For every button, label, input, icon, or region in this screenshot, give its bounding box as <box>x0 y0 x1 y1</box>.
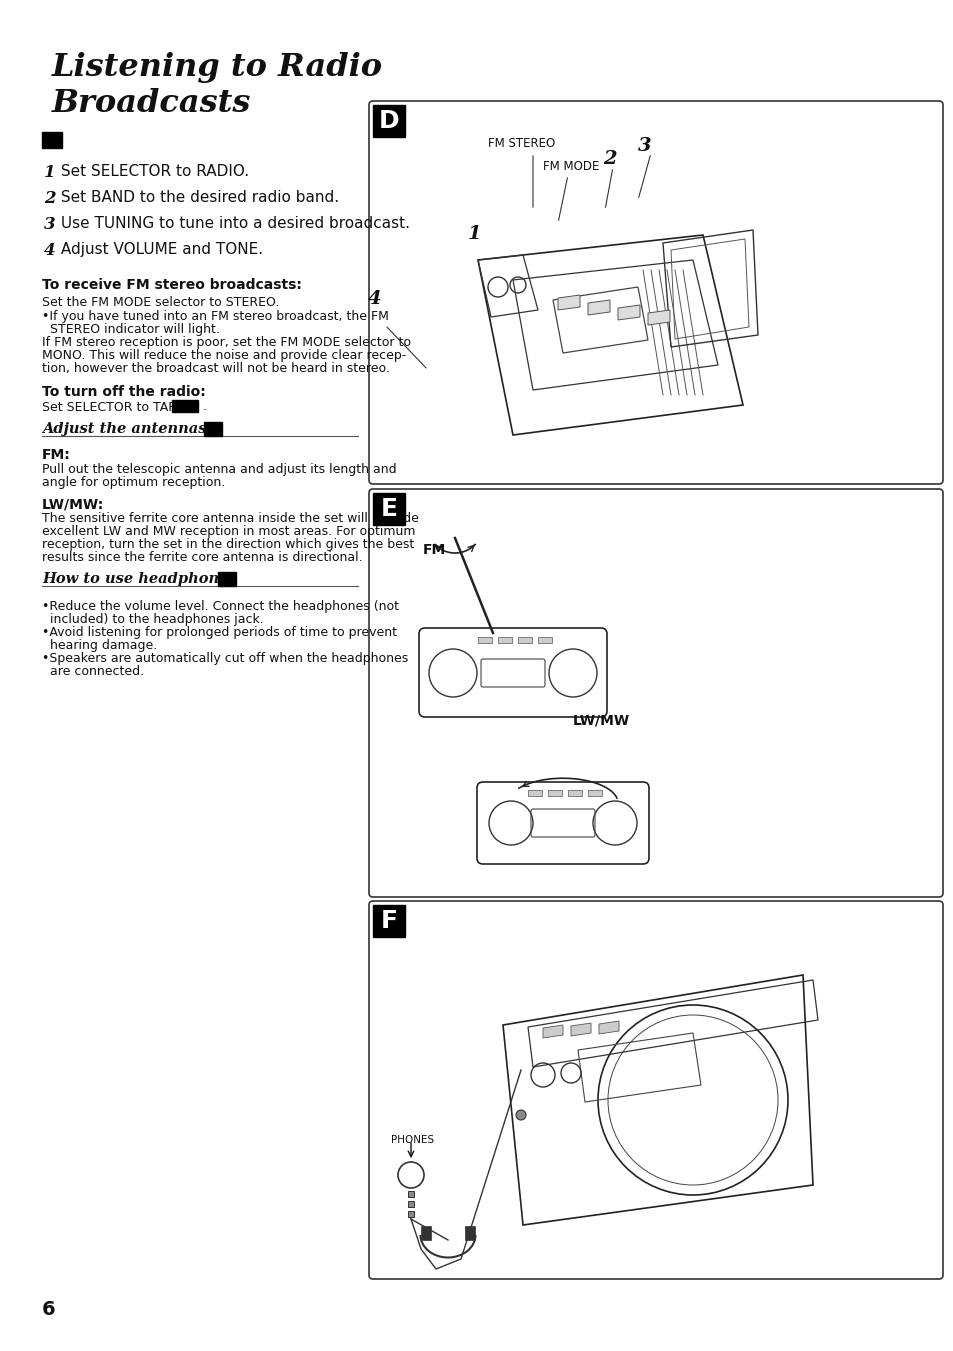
Text: angle for optimum reception.: angle for optimum reception. <box>42 476 225 489</box>
Text: 3: 3 <box>44 216 55 232</box>
FancyBboxPatch shape <box>369 901 942 1279</box>
Text: F: F <box>380 909 397 934</box>
Text: 1: 1 <box>44 163 55 181</box>
Text: •Avoid listening for prolonged periods of time to prevent: •Avoid listening for prolonged periods o… <box>42 626 396 639</box>
Text: FM:: FM: <box>42 449 71 462</box>
Text: Set BAND to the desired radio band.: Set BAND to the desired radio band. <box>56 190 338 205</box>
Bar <box>373 105 405 136</box>
Text: Broadcasts: Broadcasts <box>52 88 251 119</box>
Text: Set the FM MODE selector to STEREO.: Set the FM MODE selector to STEREO. <box>42 296 279 309</box>
Text: Listening to Radio: Listening to Radio <box>52 51 383 82</box>
Text: OFF: OFF <box>174 401 194 409</box>
Text: 2: 2 <box>44 190 55 207</box>
Text: MONO. This will reduce the noise and provide clear recep-: MONO. This will reduce the noise and pro… <box>42 349 406 362</box>
Polygon shape <box>587 300 609 315</box>
Text: 4: 4 <box>44 242 55 259</box>
Text: To turn off the radio:: To turn off the radio: <box>42 385 206 399</box>
Text: FM MODE: FM MODE <box>542 159 598 173</box>
Bar <box>172 400 198 412</box>
Text: If FM stereo reception is poor, set the FM MODE selector to: If FM stereo reception is poor, set the … <box>42 336 411 349</box>
Bar <box>204 422 222 436</box>
Text: Use TUNING to tune into a desired broadcast.: Use TUNING to tune into a desired broadc… <box>56 216 410 231</box>
Text: PHONES: PHONES <box>391 1135 434 1146</box>
Text: D: D <box>48 142 56 153</box>
Bar <box>464 1225 475 1240</box>
Text: Adjust VOLUME and TONE.: Adjust VOLUME and TONE. <box>56 242 263 257</box>
Bar <box>373 905 405 938</box>
Text: Set SELECTOR to TAPE/: Set SELECTOR to TAPE/ <box>42 400 188 413</box>
Text: LW/MW:: LW/MW: <box>42 499 104 512</box>
Text: D: D <box>378 109 399 132</box>
Text: reception, turn the set in the direction which gives the best: reception, turn the set in the direction… <box>42 538 414 551</box>
Text: excellent LW and MW reception in most areas. For optimum: excellent LW and MW reception in most ar… <box>42 526 416 538</box>
Text: How to use headphones: How to use headphones <box>42 571 241 586</box>
Bar <box>408 1192 414 1197</box>
Bar <box>547 790 561 796</box>
FancyBboxPatch shape <box>369 101 942 484</box>
Text: FM: FM <box>422 543 446 557</box>
Text: are connected.: are connected. <box>42 665 144 678</box>
Text: Adjust the antennas: Adjust the antennas <box>42 422 212 436</box>
Text: LW/MW: LW/MW <box>573 713 630 727</box>
Circle shape <box>516 1111 525 1120</box>
Bar <box>587 790 601 796</box>
Bar <box>408 1210 414 1217</box>
Text: •If you have tuned into an FM stereo broadcast, the FM: •If you have tuned into an FM stereo bro… <box>42 309 389 323</box>
Text: 6: 6 <box>42 1300 55 1319</box>
Bar <box>218 571 235 586</box>
Text: results since the ferrite core antenna is directional.: results since the ferrite core antenna i… <box>42 551 362 563</box>
Text: Set SELECTOR to RADIO.: Set SELECTOR to RADIO. <box>56 163 249 178</box>
Text: 2: 2 <box>602 150 616 168</box>
Bar <box>567 790 581 796</box>
Bar <box>420 1225 431 1240</box>
Polygon shape <box>558 295 579 309</box>
Bar <box>477 638 492 643</box>
Bar <box>373 493 405 526</box>
Text: E: E <box>210 423 216 434</box>
Bar <box>537 638 552 643</box>
Polygon shape <box>647 309 669 326</box>
Text: included) to the headphones jack.: included) to the headphones jack. <box>42 613 263 626</box>
Polygon shape <box>542 1025 562 1038</box>
Text: To receive FM stereo broadcasts:: To receive FM stereo broadcasts: <box>42 278 301 292</box>
Text: FM STEREO: FM STEREO <box>488 136 555 150</box>
Text: STEREO indicator will light.: STEREO indicator will light. <box>42 323 219 336</box>
Text: .: . <box>199 400 207 413</box>
Polygon shape <box>598 1021 618 1034</box>
Bar <box>527 790 541 796</box>
Text: •Speakers are automatically cut off when the headphones: •Speakers are automatically cut off when… <box>42 653 408 665</box>
Bar <box>42 132 62 149</box>
Polygon shape <box>618 305 639 320</box>
FancyBboxPatch shape <box>369 489 942 897</box>
Text: The sensitive ferrite core antenna inside the set will provide: The sensitive ferrite core antenna insid… <box>42 512 418 526</box>
Polygon shape <box>571 1023 590 1036</box>
Text: F: F <box>223 573 231 584</box>
Text: 1: 1 <box>468 226 481 243</box>
Bar <box>408 1201 414 1206</box>
Text: tion, however the broadcast will not be heard in stereo.: tion, however the broadcast will not be … <box>42 362 390 376</box>
Bar <box>497 638 512 643</box>
Text: 3: 3 <box>638 136 651 155</box>
Text: •Reduce the volume level. Connect the headphones (not: •Reduce the volume level. Connect the he… <box>42 600 398 613</box>
Text: E: E <box>380 497 397 521</box>
Text: Pull out the telescopic antenna and adjust its length and: Pull out the telescopic antenna and adju… <box>42 463 396 476</box>
Bar <box>517 638 532 643</box>
Text: 4: 4 <box>368 290 381 308</box>
Text: hearing damage.: hearing damage. <box>42 639 157 653</box>
